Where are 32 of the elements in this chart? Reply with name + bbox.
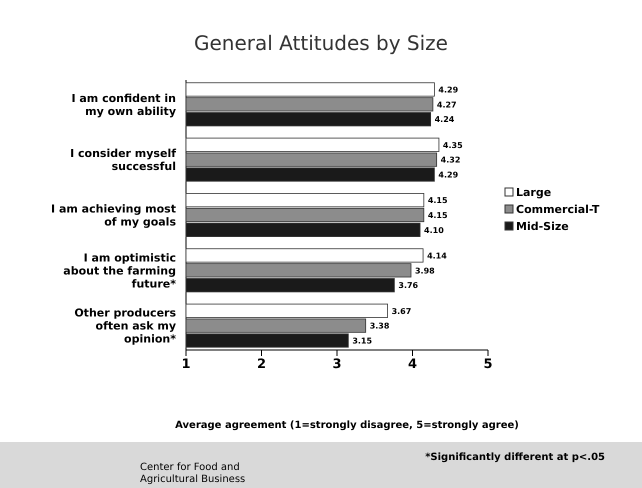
y-tick-label: I am confident in my own ability	[71, 92, 176, 118]
data-label: 4.24	[434, 115, 455, 124]
data-label: 3.38	[370, 322, 390, 331]
x-axis-title: Average agreement (1=strongly disagree, 5=strongly agree)	[175, 420, 519, 431]
chart-title: General Attitudes by Size	[194, 31, 448, 55]
y-tick-label: I consider myself successful	[70, 147, 176, 174]
data-label: 3.67	[392, 306, 412, 316]
data-label: 4.15	[428, 196, 448, 206]
x-tick-label: 5	[483, 357, 493, 372]
data-label: 4.15	[428, 211, 448, 220]
legend-label: Mid-Size	[516, 220, 569, 233]
legend-label: Commercial-T	[516, 203, 600, 216]
x-tick-label: 4	[408, 357, 418, 372]
x-tick-label: 2	[256, 357, 266, 372]
legend-label: Large	[516, 186, 552, 199]
data-label: 3.15	[352, 336, 372, 346]
x-tick-label: 1	[181, 357, 191, 372]
data-label: 4.27	[436, 100, 457, 110]
data-label: 3.76	[398, 281, 419, 290]
text: Center for Food and Agricultural Business	[140, 462, 246, 485]
data-label: 4.35	[442, 140, 464, 150]
data-label: 4.29	[438, 170, 459, 180]
data-label: 4.32	[440, 156, 460, 165]
data-label: 3.98	[414, 266, 436, 276]
y-tick-label: I am optimistic about the farming future*	[63, 251, 176, 290]
x-tick-label: 3	[332, 357, 342, 372]
data-label: 4.10	[424, 226, 444, 235]
data-label: 4.29	[438, 85, 459, 94]
text: *Significantly different at p<.05	[425, 452, 606, 463]
data-label: 4.14	[427, 251, 448, 260]
y-tick-label: Other producers often ask my opinion*	[74, 306, 176, 346]
y-tick-label: I am achieving most of my goals	[51, 202, 176, 228]
